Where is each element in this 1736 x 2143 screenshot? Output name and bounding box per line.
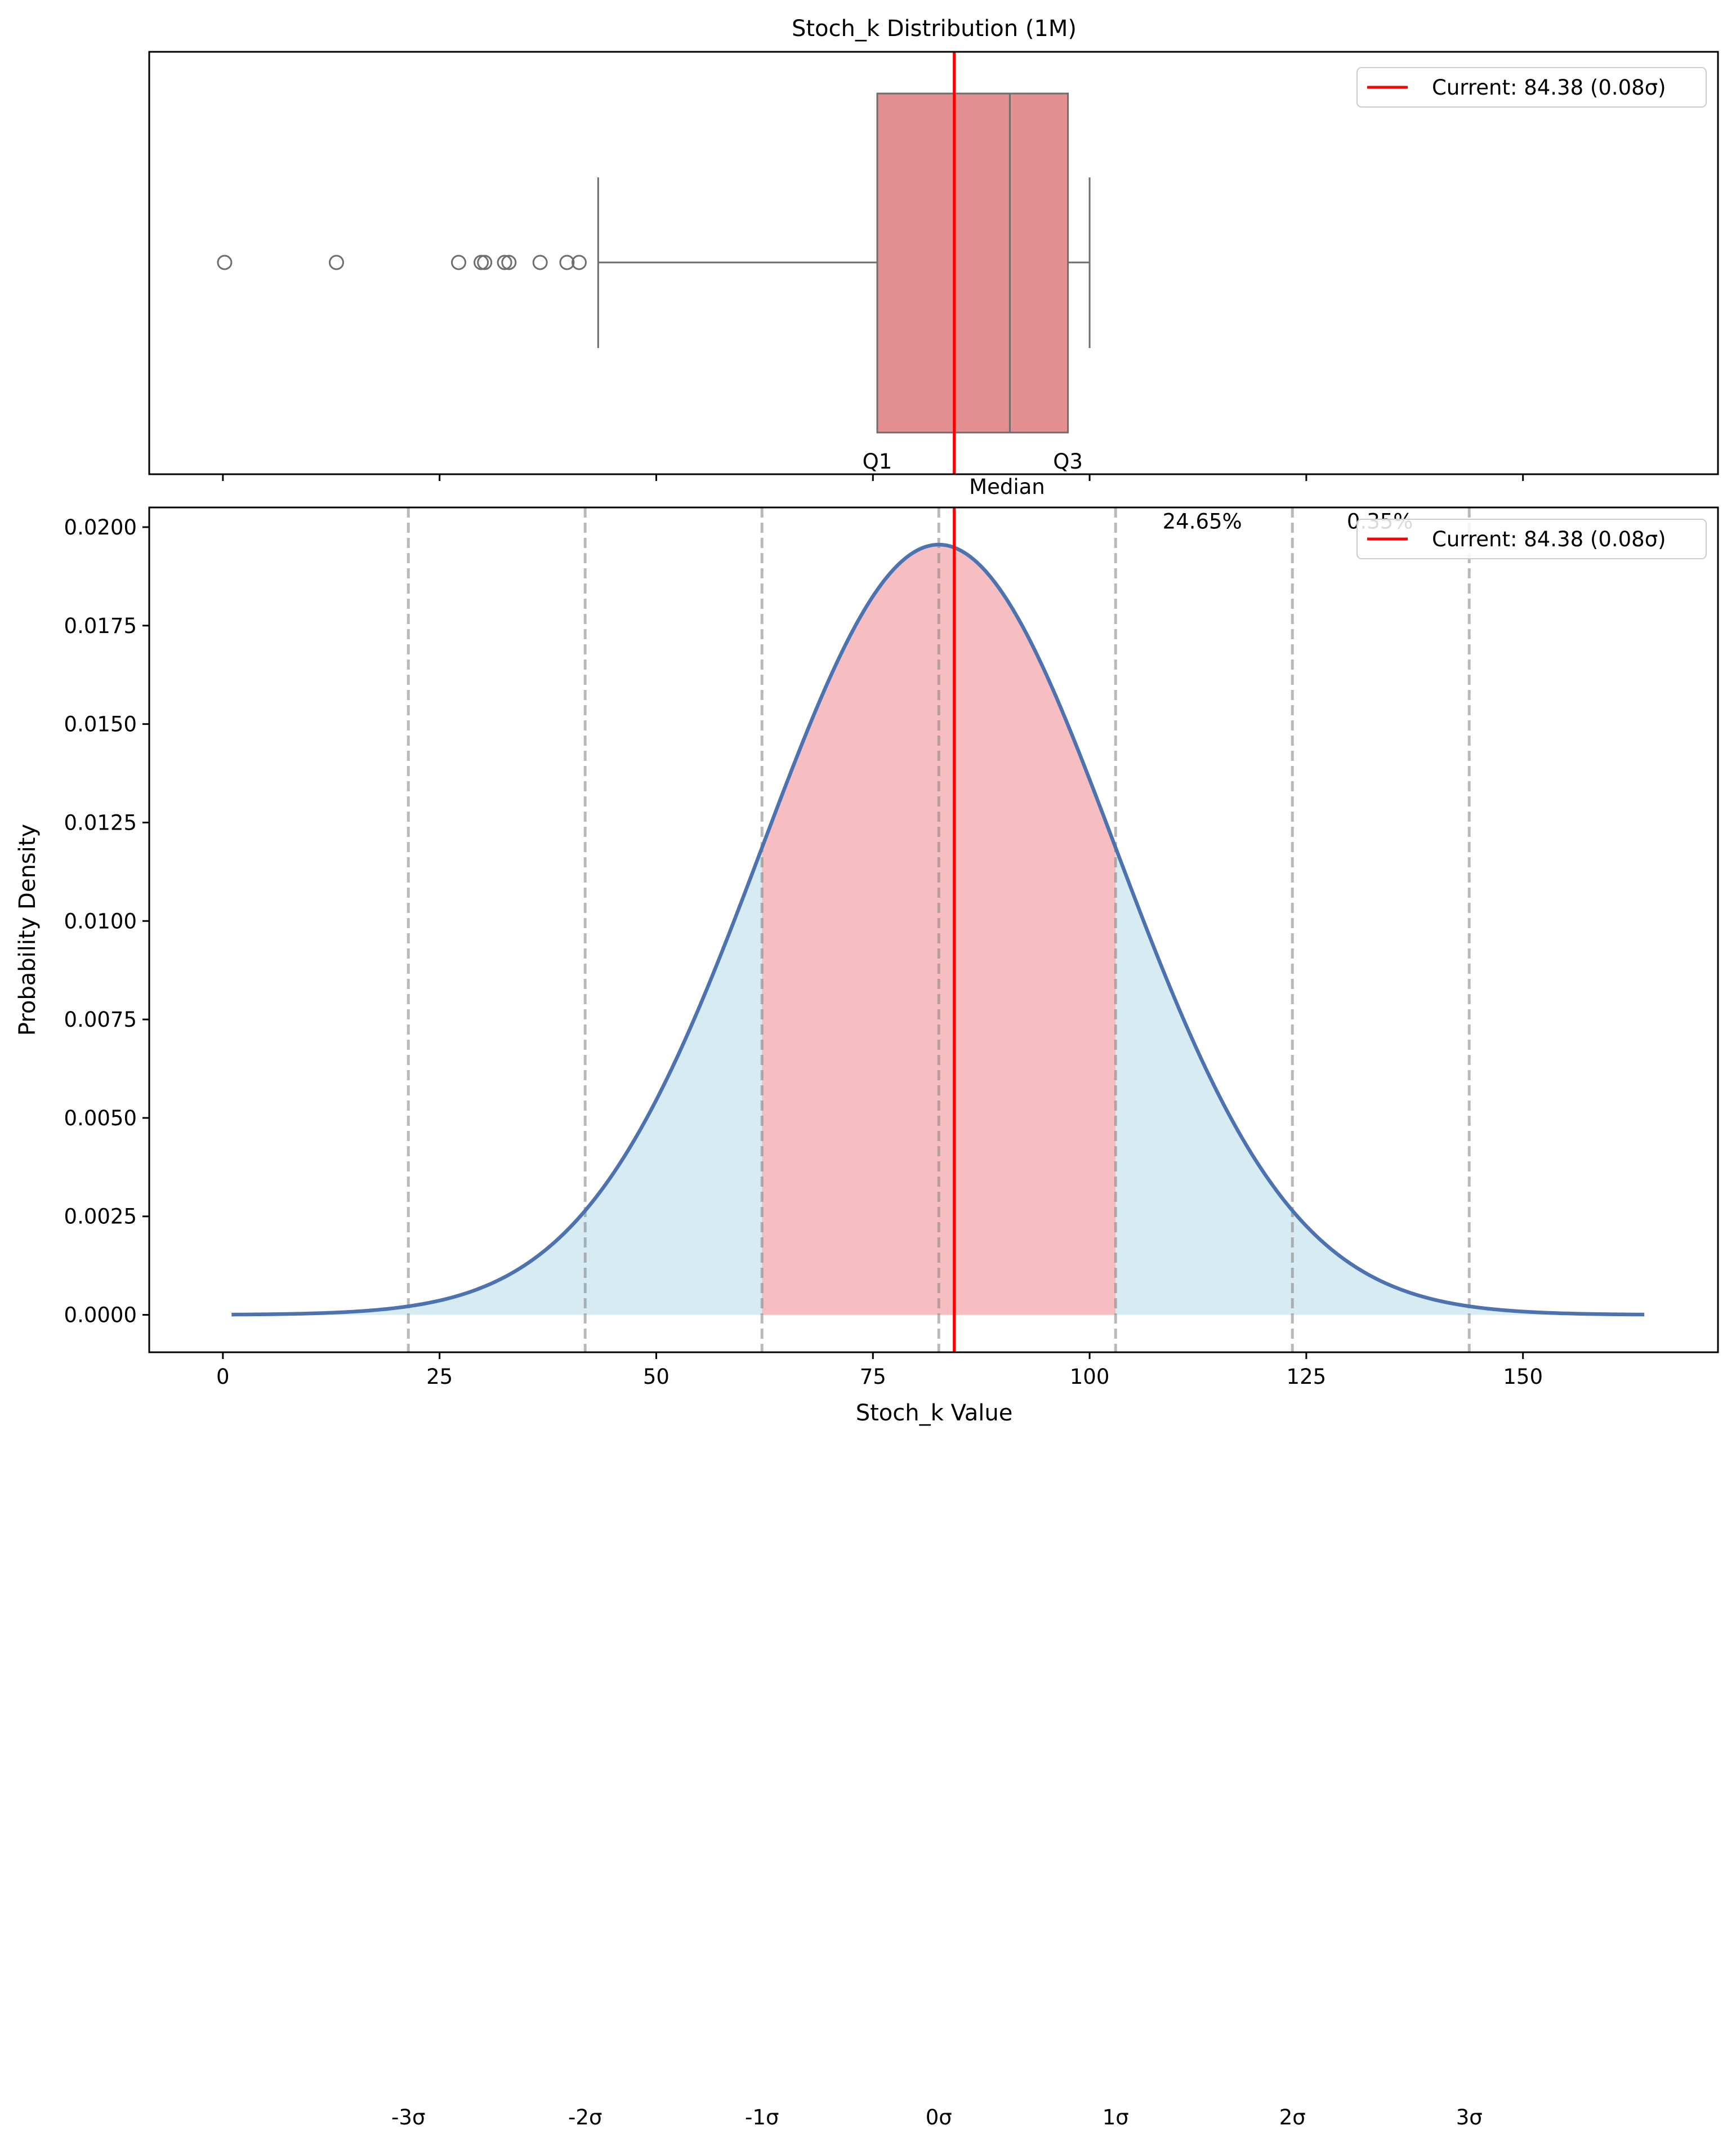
outlier-point-7 <box>532 255 548 270</box>
x-axis-label: Stoch_k Value <box>856 1400 1013 1426</box>
sigma-label-2: -1σ <box>745 2105 779 2129</box>
q3-label: Q3 <box>1053 449 1083 474</box>
sigma-label-5: 2σ <box>1279 2105 1306 2129</box>
box-plot-x-ticks <box>222 474 1524 481</box>
outlier-point-1 <box>328 255 344 270</box>
outlier-point-6 <box>501 255 517 270</box>
y-tick-label-4: 0.0100 <box>64 909 137 933</box>
density-fill-one-sigma <box>762 545 1116 1315</box>
legend: Current: 84.38 (0.08σ) <box>1356 67 1707 108</box>
box-plot-content <box>217 52 1091 474</box>
y-tick-label-5: 0.0125 <box>64 810 137 835</box>
sigma-label-1: -2σ <box>568 2105 602 2129</box>
legend-frame <box>1356 67 1707 108</box>
y-tick-label-6: 0.0150 <box>64 712 137 737</box>
x-tick-label-4: 100 <box>1070 1365 1110 1389</box>
outlier-point-2 <box>451 255 467 270</box>
x-tick-label-6: 150 <box>1503 1365 1543 1389</box>
density-frame <box>148 506 1719 1353</box>
outlier-point-0 <box>217 255 233 270</box>
sigma-labels: -3σ -2σ -1σ 0σ 1σ 2σ 3σ <box>391 2105 1483 2129</box>
sigma-label-6: 3σ <box>1456 2105 1483 2129</box>
box-plot-frame <box>148 51 1719 475</box>
y-tick-label-0: 0.0000 <box>64 1303 137 1327</box>
density-x-ticks: 0 25 50 75 100 125 150 <box>216 1352 1543 1389</box>
legend-current-label: Current: 84.38 (0.08σ) <box>1432 75 1666 100</box>
y-tick-label-8: 0.0200 <box>64 515 137 540</box>
chart-title: Stoch_k Distribution (1M) <box>792 16 1077 42</box>
y-axis-label: Probability Density <box>15 824 41 1036</box>
y-tick-label-2: 0.0050 <box>64 1106 137 1130</box>
outlier-point-5 <box>497 255 512 270</box>
x-tick-label-5: 125 <box>1287 1365 1327 1389</box>
box-plot-panel: Stoch_k Distribution (1M) Current: 84.38… <box>148 16 1719 481</box>
sigma-label-3: 0σ <box>926 2105 952 2129</box>
outlier-point-8 <box>559 255 575 270</box>
iqr-box <box>876 92 1069 434</box>
y-tick-label-3: 0.0075 <box>64 1008 137 1032</box>
x-tick-label-3: 75 <box>860 1365 886 1389</box>
legend: Current: 84.38 (0.08σ) <box>1356 519 1707 559</box>
density-curve <box>231 542 1645 1317</box>
legend-frame <box>1356 519 1707 559</box>
outlier-point-9 <box>571 255 587 270</box>
annotation-upper-tail: 24.65% <box>1163 509 1242 533</box>
outlier-point-4 <box>477 255 493 270</box>
y-tick-label-1: 0.0025 <box>64 1205 137 1229</box>
density-fills <box>231 545 1645 1315</box>
legend-current-label: Current: 84.38 (0.08σ) <box>1432 527 1666 551</box>
y-tick-label-7: 0.0175 <box>64 614 137 638</box>
sigma-label-4: 1σ <box>1103 2105 1129 2129</box>
x-tick-label-1: 25 <box>426 1365 453 1389</box>
density-y-ticks: 0.0000 0.0025 0.0050 0.0075 0.0100 0.0125 0.01… <box>64 515 149 1327</box>
q1-label: Q1 <box>863 449 892 474</box>
x-tick-label-0: 0 <box>216 1365 230 1389</box>
median-label: Median <box>969 475 1045 499</box>
x-tick-label-2: 50 <box>643 1365 670 1389</box>
sigma-label-0: -3σ <box>391 2105 425 2129</box>
